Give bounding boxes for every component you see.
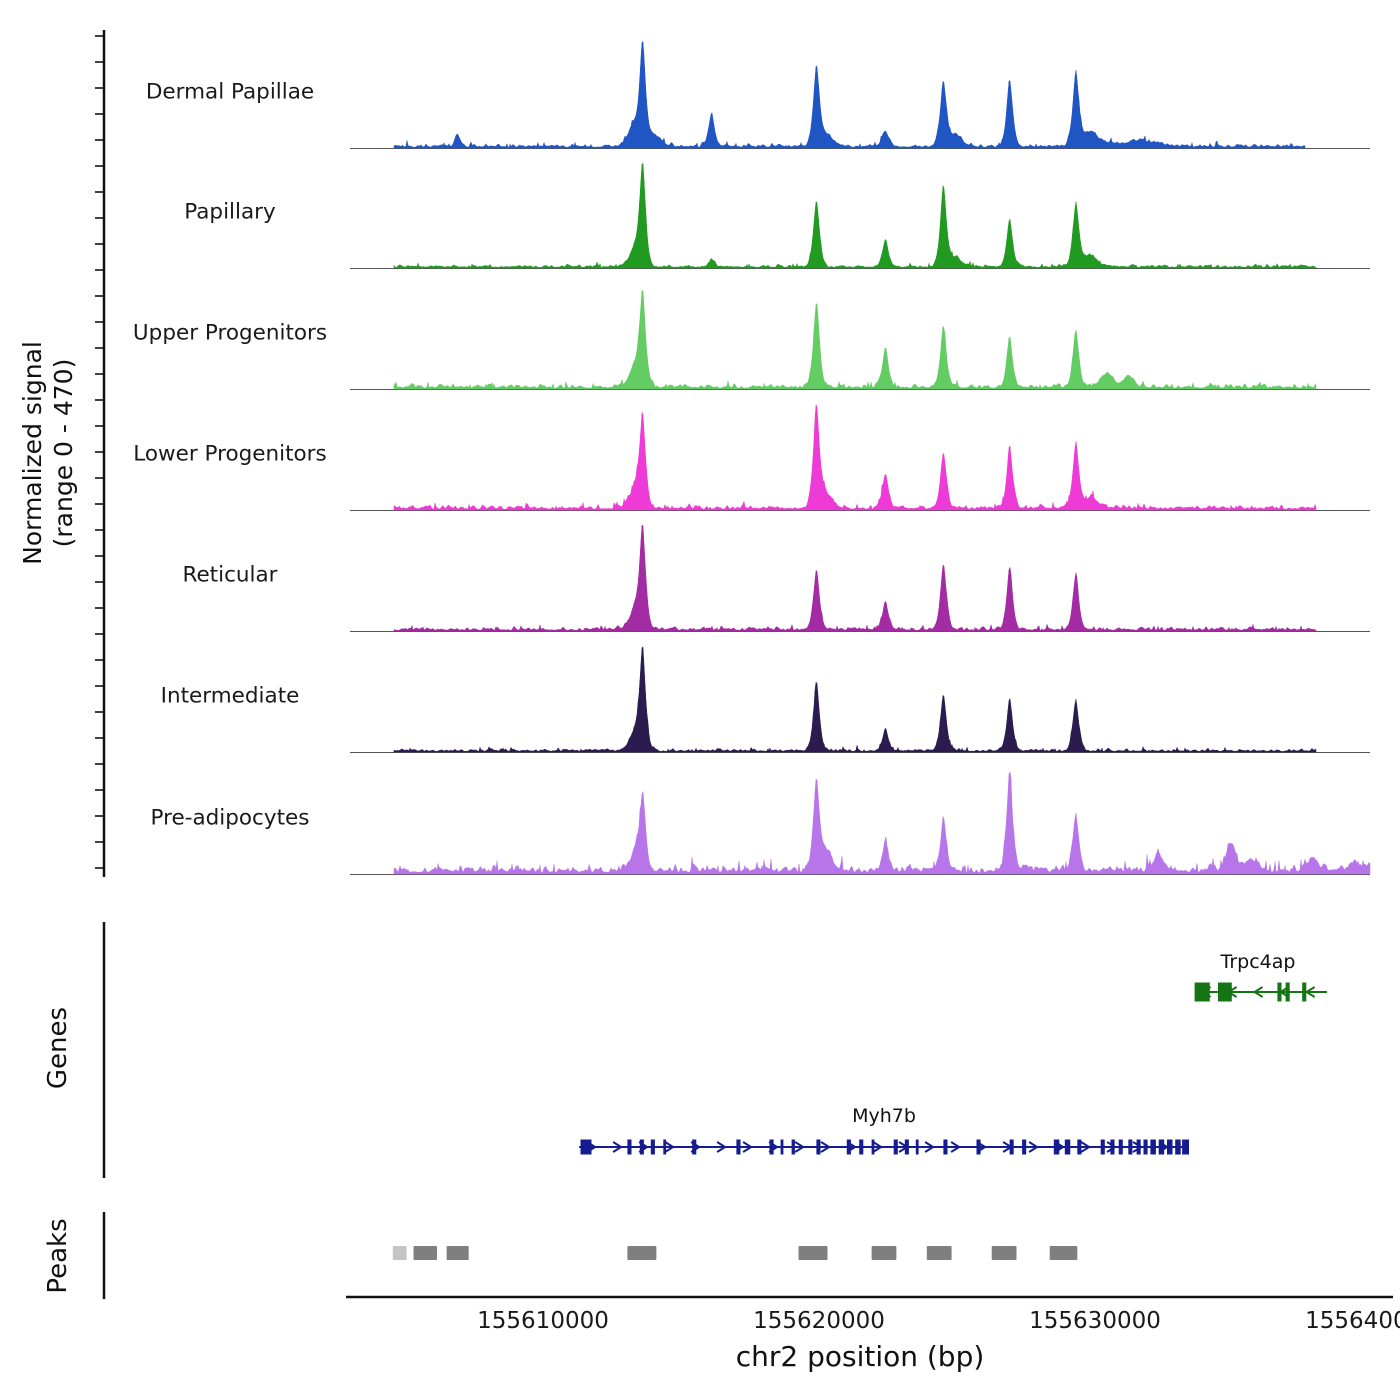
signal-area-papillary xyxy=(393,163,1317,269)
gene-strand-arrow-icon xyxy=(1132,1141,1143,1153)
signal-area-pre-adipocytes xyxy=(393,771,1371,875)
gene-exon-myh7b xyxy=(1064,1139,1071,1155)
gene-exon-myh7b xyxy=(943,1139,948,1155)
gene-exon-myh7b xyxy=(1053,1139,1060,1155)
signal-area-dermal-papillae xyxy=(393,41,1306,149)
x-tick-label-155620000: 155620000 xyxy=(753,1308,885,1334)
gene-strand-arrow-icon xyxy=(1028,1141,1039,1153)
peak-box-2 xyxy=(413,1246,437,1260)
gene-exon-myh7b xyxy=(1182,1139,1189,1155)
gene-exon-myh7b xyxy=(816,1139,821,1155)
gene-exon-myh7b xyxy=(1022,1139,1027,1155)
gene-strand-arrow-icon xyxy=(1304,986,1316,998)
gene-exon-myh7b xyxy=(871,1139,875,1155)
x-tick-label-155630000: 155630000 xyxy=(1029,1308,1161,1334)
gene-exon-myh7b xyxy=(1118,1139,1123,1155)
gene-strand-arrow-icon xyxy=(742,1141,753,1153)
gene-exon-myh7b xyxy=(627,1139,632,1155)
gene-exon-myh7b xyxy=(904,1139,909,1155)
gene-exon-myh7b xyxy=(663,1139,667,1155)
x-axis-title: chr2 position (bp) xyxy=(735,1340,985,1373)
gene-exon-myh7b xyxy=(736,1139,741,1155)
gene-exon-myh7b xyxy=(1175,1139,1181,1155)
gene-exon-myh7b xyxy=(769,1139,774,1155)
gene-label-trpc4ap: Trpc4ap xyxy=(1220,951,1296,973)
y-axis-label: Normalized signal (range 0 - 470) xyxy=(17,341,79,565)
gene-exon-trpc4ap xyxy=(1277,982,1282,1002)
gene-exon-myh7b xyxy=(791,1139,795,1155)
gene-exon-trpc4ap xyxy=(1285,982,1290,1002)
track-label-papillary: Papillary xyxy=(184,199,276,225)
track-label-reticular: Reticular xyxy=(182,562,278,588)
signal-area-lower-progenitors xyxy=(393,404,1317,511)
peak-box-1 xyxy=(392,1246,407,1260)
gene-exon-myh7b xyxy=(692,1139,697,1155)
peaks-section-label: Peaks xyxy=(43,1218,73,1294)
gene-strand-arrow-icon xyxy=(716,1141,727,1153)
gene-strand-arrow-icon xyxy=(1080,1141,1091,1153)
genes-section-label: Genes xyxy=(43,1006,73,1090)
gene-exon-myh7b xyxy=(859,1139,864,1155)
gene-exon-myh7b xyxy=(580,1139,592,1155)
gene-strand-arrow-icon xyxy=(924,1141,935,1153)
y-axis-label-line2: (range 0 - 470) xyxy=(49,358,78,548)
gene-strand-arrow-icon xyxy=(820,1141,831,1153)
gene-exon-myh7b xyxy=(1150,1139,1156,1155)
gene-strand-arrow-icon xyxy=(612,1141,623,1153)
gene-exon-myh7b xyxy=(639,1139,644,1155)
gene-strand-arrow-icon xyxy=(950,1141,961,1153)
peak-box-4 xyxy=(627,1246,657,1260)
signal-area-intermediate xyxy=(393,646,1317,753)
x-tick-label-155610000: 155610000 xyxy=(477,1308,609,1334)
peak-box-3 xyxy=(446,1246,469,1260)
gene-exon-myh7b xyxy=(650,1139,655,1155)
gene-exon-trpc4ap xyxy=(1194,982,1210,1002)
gene-strand-arrow-icon xyxy=(1106,1141,1117,1153)
gene-exon-myh7b xyxy=(1009,1139,1014,1155)
gene-strand-arrow-icon xyxy=(872,1141,883,1153)
track-label-pre-adipocytes: Pre-adipocytes xyxy=(150,805,310,831)
gene-exon-myh7b xyxy=(1143,1139,1148,1155)
peak-box-8 xyxy=(991,1246,1017,1260)
peak-box-6 xyxy=(871,1246,897,1260)
peak-box-9 xyxy=(1049,1246,1078,1260)
gene-exon-myh7b xyxy=(780,1139,784,1155)
y-axis-label-line1: Normalized signal xyxy=(18,341,47,565)
gene-exon-myh7b xyxy=(1128,1139,1133,1155)
gene-exon-myh7b xyxy=(893,1139,898,1155)
x-tick-label-155640000: 155640000 xyxy=(1305,1308,1400,1334)
gene-exon-myh7b xyxy=(1158,1139,1165,1155)
gene-exon-trpc4ap xyxy=(1302,982,1307,1002)
track-label-dermal-papillae: Dermal Papillae xyxy=(145,79,315,105)
signal-area-upper-progenitors xyxy=(393,289,1317,390)
gene-strand-arrow-icon xyxy=(664,1141,675,1153)
gene-exon-myh7b xyxy=(1167,1139,1173,1155)
peak-box-5 xyxy=(798,1246,828,1260)
gene-exon-myh7b xyxy=(846,1139,851,1155)
gene-label-myh7b: Myh7b xyxy=(852,1105,916,1127)
gene-exon-myh7b xyxy=(915,1139,919,1155)
gene-exon-myh7b xyxy=(1077,1139,1082,1155)
gene-exon-myh7b xyxy=(1110,1139,1115,1155)
gene-exon-trpc4ap xyxy=(1218,982,1232,1002)
peak-box-7 xyxy=(926,1246,952,1260)
gene-strand-arrow-icon xyxy=(1252,986,1264,998)
track-label-upper-progenitors: Upper Progenitors xyxy=(132,320,328,346)
signal-area-reticular xyxy=(393,524,1317,632)
track-label-lower-progenitors: Lower Progenitors xyxy=(133,441,327,467)
gene-strand-arrow-icon xyxy=(794,1141,805,1153)
gene-exon-myh7b xyxy=(976,1139,981,1155)
gene-exon-myh7b xyxy=(1136,1139,1141,1155)
gene-exon-myh7b xyxy=(1100,1139,1105,1155)
track-label-intermediate: Intermediate xyxy=(160,683,300,709)
